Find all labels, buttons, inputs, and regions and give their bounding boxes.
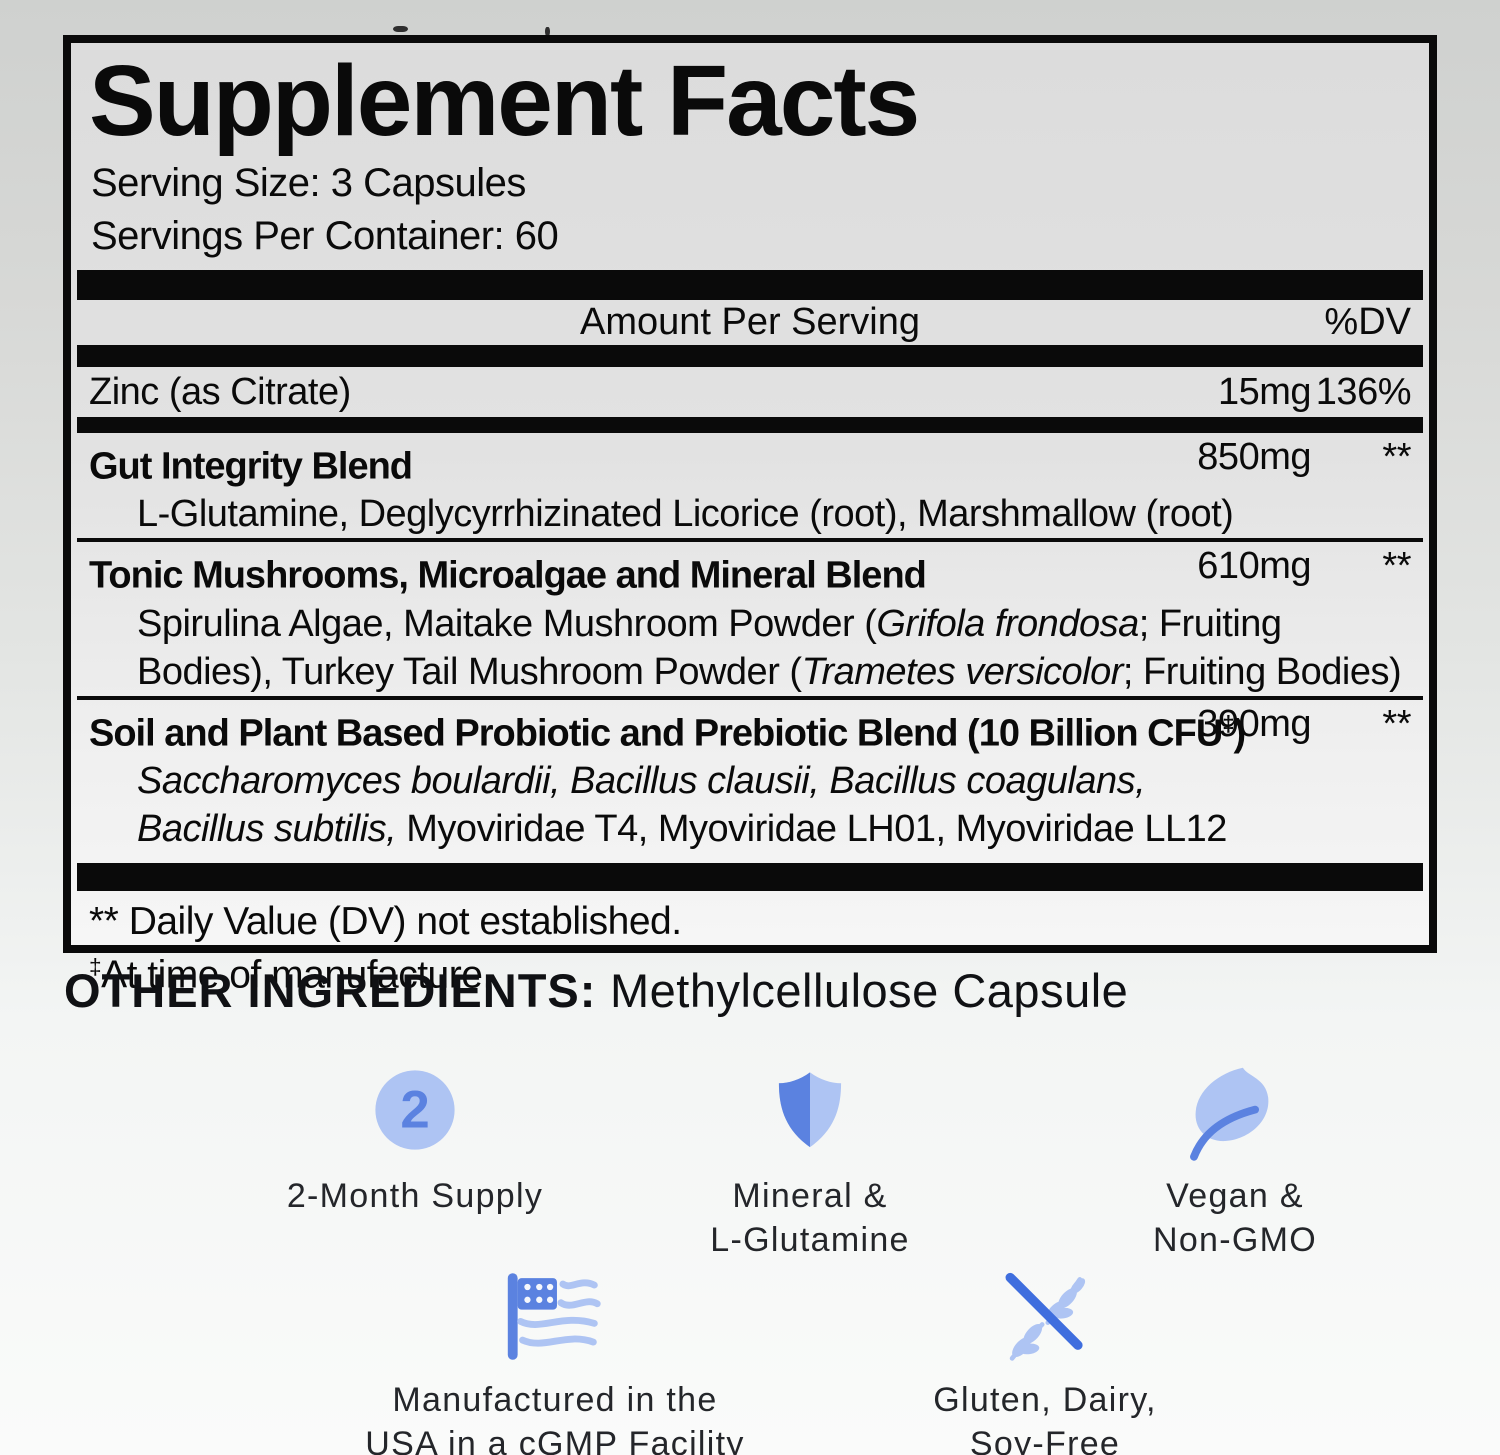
badge-made-in-usa: Manufactured in the USA in a cGMP Facili…	[315, 1270, 795, 1455]
badge-gluten-dairy-soy-free: Gluten, Dairy, Soy-Free	[805, 1270, 1285, 1455]
nutrient-row-zinc: Zinc (as Citrate) 15mg 136%	[77, 367, 1423, 417]
dv-header: %DV	[1324, 301, 1411, 343]
badge-label: 2-Month Supply	[286, 1177, 544, 1215]
other-ingredients-label: OTHER INGREDIENTS:	[64, 964, 597, 1017]
blend-ingredients: Spirulina Algae, Maitake Mushroom Powder…	[137, 602, 1282, 645]
divider-bar	[77, 270, 1423, 300]
badge-mineral-glutamine: Mineral & L-Glutamine	[615, 1066, 1005, 1262]
cutoff-text-artifact	[545, 27, 550, 36]
divider-bar	[77, 863, 1423, 892]
nutrient-dv: 136%	[1315, 371, 1412, 413]
feature-badges: 2 2-Month Supply Mineral & L-Glutamine	[0, 1050, 1500, 1455]
other-ingredients-value: Methylcellulose Capsule	[609, 964, 1129, 1017]
blend-amount: 850mg	[1197, 436, 1311, 478]
svg-text:2: 2	[400, 1081, 429, 1140]
blend-header: Soil and Plant Based Probiotic and Prebi…	[77, 700, 1423, 757]
blend-name: Gut Integrity Blend	[89, 445, 413, 488]
badge-label: Vegan &	[1166, 1177, 1304, 1215]
serving-size: Serving Size: 3 Capsules	[91, 161, 526, 205]
badge-label: Gluten, Dairy,	[933, 1381, 1157, 1419]
badge-two-month-supply: 2 2-Month Supply	[225, 1066, 605, 1218]
divider-bar	[77, 345, 1423, 367]
footnote-manufacture: ‡At time of manufacture.	[89, 953, 493, 997]
divider-bar	[77, 417, 1423, 433]
usa-flag-icon	[496, 1270, 614, 1366]
nutrient-name: Zinc (as Citrate)	[89, 371, 351, 413]
badge-label: Manufactured in the	[392, 1381, 718, 1419]
blend-ingredients: L-Glutamine, Deglycyrrhizinated Licorice…	[137, 493, 1234, 536]
blend-ingredients: Bacillus subtilis, Myoviridae T4, Myovir…	[137, 808, 1227, 851]
leaf-icon	[1182, 1066, 1288, 1162]
cutoff-text-artifact	[393, 26, 408, 32]
other-ingredients: OTHER INGREDIENTS: Methylcellulose Capsu…	[64, 963, 1128, 1018]
blend-header: Tonic Mushrooms, Microalgae and Mineral …	[77, 542, 1423, 599]
blend-dv: **	[1382, 436, 1411, 478]
blend-ingredients: Saccharomyces boulardii, Bacillus clausi…	[137, 760, 1146, 803]
blend-row-probiotic: Soil and Plant Based Probiotic and Prebi…	[77, 700, 1423, 859]
blend-row-tonic-mushrooms: Tonic Mushrooms, Microalgae and Mineral …	[77, 542, 1423, 695]
blend-amount: 610mg	[1197, 545, 1311, 588]
divider-rule	[77, 538, 1423, 543]
blend-ingredients: Bodies), Turkey Tail Mushroom Powder (Tr…	[137, 650, 1402, 693]
blend-header: Gut Integrity Blend 850mg **	[77, 433, 1423, 490]
shield-icon	[768, 1066, 852, 1162]
badge-label: Non-GMO	[1152, 1221, 1317, 1259]
amount-per-serving-header: Amount Per Serving	[579, 301, 921, 343]
badge-label: USA in a cGMP Facility	[365, 1425, 745, 1455]
badge-vegan-non-gmo: Vegan & Non-GMO	[1040, 1066, 1430, 1262]
blend-name: Tonic Mushrooms, Microalgae and Mineral …	[89, 554, 927, 597]
column-header-row: Amount Per Serving %DV	[77, 300, 1423, 345]
nutrient-amount: 15mg	[1217, 371, 1312, 413]
number-2-circle-icon: 2	[371, 1066, 459, 1162]
footnote-dv: ** Daily Value (DV) not established.	[89, 900, 682, 944]
servings-per-container: Servings Per Container: 60	[91, 214, 559, 258]
badge-label: L-Glutamine	[710, 1221, 910, 1259]
badge-label: Soy-Free	[969, 1425, 1121, 1455]
badge-label: Mineral &	[732, 1177, 888, 1215]
blend-name: Soil and Plant Based Probiotic and Prebi…	[89, 710, 1246, 755]
blend-dv: **	[1382, 545, 1411, 588]
divider-rule	[77, 695, 1423, 700]
blend-dv: **	[1382, 702, 1411, 745]
crossed-wheat-icon	[989, 1270, 1101, 1366]
blend-amount: 390mg	[1197, 702, 1311, 745]
supplement-facts-panel: Supplement Facts Serving Size: 3 Capsule…	[63, 35, 1437, 997]
blend-row-gut-integrity: Gut Integrity Blend 850mg ** L-Glutamine…	[77, 433, 1423, 538]
panel-title: Supplement Facts	[89, 45, 920, 157]
